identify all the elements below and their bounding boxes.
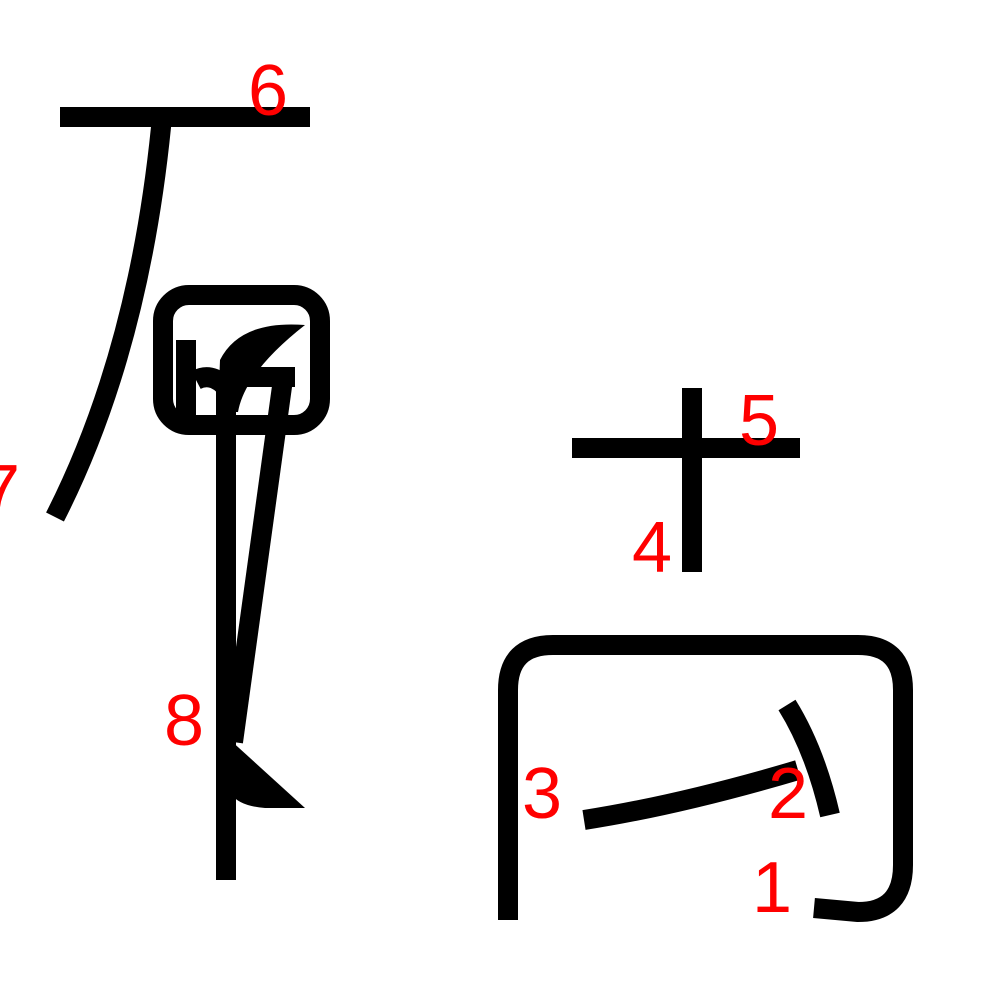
- stroke-3-enclosure: [498, 635, 913, 922]
- stroke-box-outline: [153, 285, 330, 435]
- label-stroke-5: 5: [739, 381, 779, 461]
- label-stroke-2: 2: [768, 754, 808, 834]
- stroke-8-diagonal: [223, 370, 294, 744]
- label-stroke-8: 8: [164, 681, 204, 761]
- stroke-inner-leaf: [218, 324, 305, 412]
- label-stroke-7: 7: [0, 451, 20, 531]
- stroke-2-dot: [778, 699, 840, 818]
- label-stroke-6: 6: [248, 51, 288, 131]
- label-stroke-3: 3: [522, 754, 562, 834]
- stroke-1-rising: [582, 760, 801, 830]
- label-stroke-4: 4: [632, 508, 672, 588]
- label-stroke-1: 1: [752, 848, 792, 928]
- stroke-7-left-falling: [46, 116, 172, 522]
- stroke-8-hook: [228, 738, 305, 808]
